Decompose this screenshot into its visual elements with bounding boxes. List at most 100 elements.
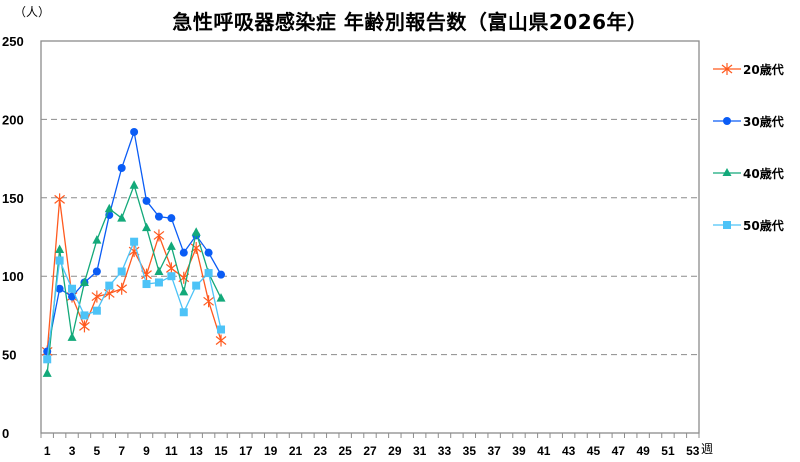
square-marker-icon — [167, 272, 176, 281]
plot-area-border — [40, 40, 700, 434]
y-tick-label: 150 — [2, 191, 24, 206]
asterisk-marker-icon — [203, 295, 214, 308]
triangle-marker-icon — [179, 286, 189, 296]
x-tick-label: 1 — [44, 444, 51, 458]
x-tick-label: 21 — [289, 444, 303, 458]
x-tick-label: 7 — [118, 444, 125, 458]
circle-marker-icon — [167, 214, 176, 223]
x-tick-label: 15 — [214, 444, 228, 458]
square-marker-icon — [713, 221, 741, 229]
y-axis-unit-label: （人） — [14, 5, 51, 19]
circle-marker-icon — [179, 248, 188, 257]
legend-item-30s: 30歳代 — [713, 112, 784, 130]
legend-label: 50歳代 — [743, 218, 784, 233]
circle-marker-icon — [154, 212, 163, 221]
x-tick-label: 53 — [686, 444, 700, 458]
series-line — [46, 183, 222, 374]
x-tick-label: 47 — [612, 444, 626, 458]
x-axis-unit-label: 週 — [701, 442, 714, 456]
square-marker-icon — [154, 278, 163, 287]
square-marker-icon — [130, 237, 139, 246]
square-marker-icon — [105, 281, 114, 290]
square-marker-icon — [80, 311, 89, 320]
square-marker-icon — [117, 267, 126, 276]
x-tick-label: 37 — [487, 444, 501, 458]
square-marker-icon — [192, 281, 201, 290]
legend-label: 20歳代 — [743, 62, 784, 77]
circle-marker-icon — [713, 117, 741, 125]
x-tick-label: 43 — [562, 444, 576, 458]
triangle-marker-icon — [216, 293, 226, 302]
square-marker-icon — [217, 325, 226, 334]
series-line — [46, 199, 222, 352]
triangle-marker-icon — [142, 222, 152, 232]
square-marker-icon — [55, 256, 64, 265]
x-axis-ticks: 1 3 5 7 9 11 13 15 17 19 21 23 25 27 29 31 33 35 37 39 41 43 4… — [40, 433, 700, 458]
x-tick-label: 17 — [239, 444, 253, 458]
asterisk-marker-icon — [713, 63, 741, 75]
gridlines — [41, 118, 699, 356]
x-tick-label: 45 — [587, 444, 601, 458]
triangle-marker-icon — [67, 332, 77, 341]
x-tick-label: 31 — [413, 444, 427, 458]
x-tick-label: 39 — [512, 444, 526, 458]
circle-marker-icon — [92, 267, 101, 276]
chart-title: 急性呼吸器感染症 年齢別報告数（富山県2026年） — [172, 10, 648, 34]
y-tick-label: 100 — [2, 269, 24, 284]
circle-marker-icon — [130, 127, 139, 136]
legend-item-20s: 20歳代 — [713, 60, 784, 78]
asterisk-marker-icon — [79, 320, 90, 333]
data-series — [41, 127, 227, 377]
y-tick-label: 50 — [2, 348, 16, 363]
x-tick-label: 29 — [388, 444, 402, 458]
x-tick-label: 51 — [661, 444, 675, 458]
triangle-marker-icon — [154, 266, 164, 275]
legend-label: 30歳代 — [743, 114, 784, 129]
x-tick-label: 35 — [463, 444, 477, 458]
x-tick-label: 5 — [94, 444, 101, 458]
square-marker-icon — [142, 280, 151, 289]
series-20歳代 — [41, 193, 227, 358]
triangle-marker-icon — [55, 244, 65, 254]
square-marker-icon — [92, 306, 101, 315]
triangle-marker-icon — [117, 213, 127, 222]
x-tick-label: 11 — [165, 444, 178, 458]
triangle-marker-icon — [79, 277, 89, 286]
square-marker-icon — [204, 269, 213, 278]
circle-marker-icon — [68, 292, 77, 301]
square-marker-icon — [68, 284, 77, 293]
triangle-marker-icon — [92, 235, 102, 244]
triangle-marker-icon — [191, 227, 201, 236]
legend-item-40s: 40歳代 — [713, 164, 784, 182]
asterisk-marker-icon — [215, 334, 227, 347]
triangle-marker-icon — [42, 368, 52, 377]
triangle-marker-icon — [129, 180, 139, 189]
x-tick-label: 27 — [363, 444, 377, 458]
series-50歳代 — [43, 237, 226, 364]
asterisk-marker-icon — [91, 290, 103, 303]
asterisk-marker-icon — [54, 193, 65, 206]
y-tick-label: 200 — [2, 112, 24, 127]
x-tick-label: 9 — [143, 444, 150, 458]
asterisk-marker-icon — [153, 229, 165, 242]
square-marker-icon — [43, 355, 52, 364]
x-tick-label: 13 — [190, 444, 204, 458]
x-tick-label: 23 — [314, 444, 328, 458]
x-tick-label: 19 — [264, 444, 278, 458]
x-tick-label: 41 — [537, 444, 551, 458]
square-marker-icon — [179, 308, 188, 317]
series-40歳代 — [42, 180, 226, 377]
circle-marker-icon — [117, 164, 126, 173]
circle-marker-icon — [142, 196, 151, 205]
legend-label: 40歳代 — [743, 166, 784, 181]
y-tick-label: 250 — [2, 34, 24, 49]
series-30歳代 — [43, 127, 226, 356]
asterisk-marker-icon — [116, 282, 128, 295]
circle-marker-icon — [204, 248, 213, 257]
circle-marker-icon — [55, 284, 64, 293]
triangle-marker-icon — [166, 241, 176, 250]
triangle-marker-icon — [713, 168, 741, 176]
y-axis-ticks: 0 50 100 150 200 250 — [2, 34, 24, 441]
x-tick-label: 3 — [69, 444, 76, 458]
